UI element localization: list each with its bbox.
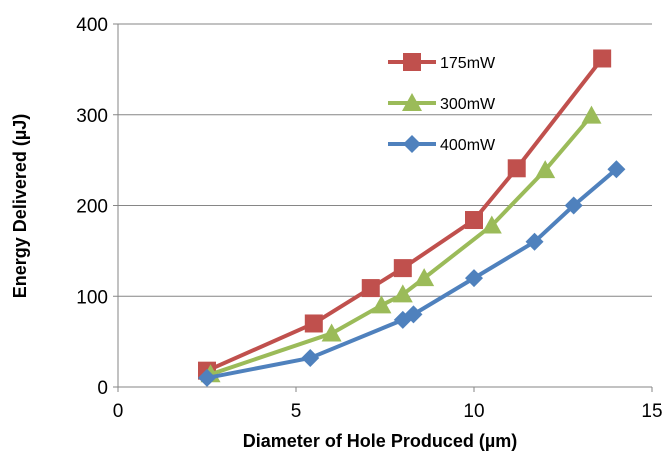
data-point-400mw bbox=[301, 348, 320, 367]
y-tick-label: 100 bbox=[76, 287, 108, 308]
data-point-400mw bbox=[525, 232, 544, 251]
series-line-400mw bbox=[206, 167, 618, 380]
x-tick-label: 15 bbox=[641, 401, 662, 422]
y-tick-label: 300 bbox=[76, 106, 108, 127]
data-point-175mw bbox=[361, 279, 380, 298]
data-point-400mw bbox=[198, 368, 216, 387]
y-tick-label: 200 bbox=[76, 197, 108, 218]
data-point-400mw bbox=[564, 196, 583, 215]
series-group bbox=[198, 49, 626, 387]
legend-item-400mw: 400mW bbox=[388, 135, 496, 154]
data-point-175mw bbox=[393, 259, 412, 278]
x-tick-label: 10 bbox=[463, 401, 484, 422]
data-point-300mw bbox=[481, 215, 502, 234]
data-point-300mw bbox=[414, 268, 435, 287]
tick-labels: 0 100 200 300 400 0 5 10 15 bbox=[76, 15, 662, 422]
legend-marker-175mw bbox=[403, 53, 421, 71]
legend-label-400mw: 400mW bbox=[440, 137, 496, 154]
legend-marker-300mw bbox=[402, 93, 422, 111]
data-point-300mw bbox=[392, 284, 413, 303]
data-point-175mw bbox=[507, 159, 526, 178]
data-point-175mw bbox=[304, 314, 323, 333]
data-point-400mw bbox=[607, 160, 626, 179]
data-point-300mw bbox=[581, 105, 602, 124]
data-point-175mw bbox=[465, 211, 483, 230]
legend-item-175mw: 175mW bbox=[388, 53, 496, 72]
data-point-175mw bbox=[593, 49, 612, 68]
data-point-300mw bbox=[535, 160, 556, 179]
x-tick-label: 0 bbox=[113, 401, 124, 422]
data-point-400mw bbox=[404, 305, 423, 324]
legend-marker-400mw bbox=[403, 135, 421, 153]
series-400mw bbox=[198, 160, 626, 387]
x-tick-label: 5 bbox=[291, 401, 302, 422]
data-point-300mw bbox=[371, 295, 392, 314]
legend-label-175mw: 175mW bbox=[440, 55, 496, 72]
y-tick-label: 400 bbox=[76, 15, 108, 36]
data-point-400mw bbox=[465, 269, 483, 288]
y-axis-title: Energy Delivered (µJ) bbox=[10, 114, 30, 298]
legend-item-300mw: 300mW bbox=[388, 93, 496, 113]
legend: 175mW 300mW 400mW bbox=[388, 53, 496, 154]
series-line-300mw bbox=[209, 114, 594, 377]
legend-label-300mw: 300mW bbox=[440, 96, 496, 113]
series-175mw bbox=[198, 49, 612, 380]
x-axis-title: Diameter of Hole Produced (µm) bbox=[243, 431, 517, 451]
axes bbox=[113, 23, 653, 392]
y-tick-label: 0 bbox=[97, 378, 108, 399]
gridlines bbox=[118, 23, 652, 297]
data-point-300mw bbox=[321, 323, 342, 342]
